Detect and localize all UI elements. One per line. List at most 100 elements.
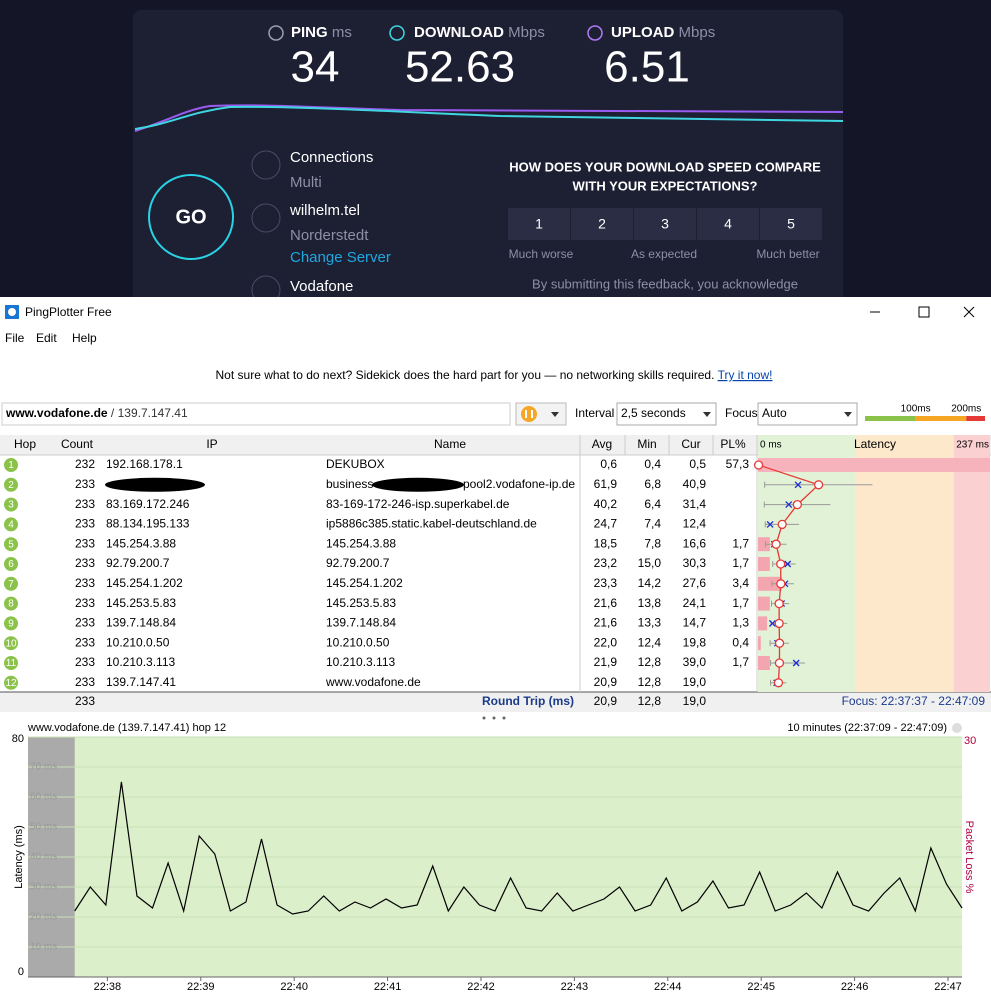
rating-button[interactable] [634,208,696,240]
x-tick-label: 22:43 [561,981,589,993]
cur: 14,7 [683,616,707,630]
cur: 12,4 [683,517,707,531]
packet-loss: 1,7 [732,536,749,550]
x-tick-label: 22:47 [934,981,962,993]
cur: 27,6 [683,576,707,590]
redaction [105,477,205,492]
footer-cur: 19,0 [683,694,707,708]
splitter-dot[interactable] [502,716,506,720]
rating-label: As expected [631,247,697,261]
download-icon [389,25,405,41]
cur: 30,3 [683,556,707,570]
change-server-link[interactable]: Change Server [290,249,391,266]
avg-marker [774,638,785,648]
cur: 19,8 [683,635,707,649]
avg: 40,2 [594,497,618,511]
min: 12,8 [638,655,662,669]
avg-marker [813,480,824,490]
go-button[interactable] [148,174,234,260]
cur: 31,4 [683,497,707,511]
pause-button[interactable] [521,406,537,422]
target-ip[interactable]: / 139.7.147.41 [111,406,188,420]
metric-value: 52.63 [405,43,515,92]
dropdown-arrow[interactable] [551,412,559,417]
metric-header: DOWNLOAD Mbps [414,24,545,41]
avg: 23,2 [594,556,618,570]
packet-loss: 1,7 [732,655,749,669]
threshold-label: 200ms [951,404,981,415]
interval-select[interactable] [616,402,717,426]
avg-marker [773,678,784,688]
y-axis-label: Latency (ms) [13,825,25,889]
rating-button[interactable] [697,208,759,240]
packet-loss: 3,4 [732,576,749,590]
splitter-dot[interactable] [492,716,496,720]
server-icon [251,203,281,233]
menu-item[interactable]: File [5,331,25,345]
count: 233 [75,576,95,590]
maximize-button[interactable] [918,306,930,318]
name: ip5886c385.static.kabel-deutschland.de [326,517,537,531]
rating-button[interactable] [571,208,633,240]
dropdown-arrow [844,412,852,417]
close-button[interactable] [963,306,975,318]
menu-item[interactable]: Help [72,331,97,345]
ip: 139.7.148.84 [106,616,176,630]
cur: 16,6 [683,536,707,550]
dropdown-arrow [703,412,711,417]
metric-label: DOWNLOAD [414,24,504,41]
pause-glyph [525,410,533,418]
ping-icon [268,25,284,41]
metric-header: UPLOAD Mbps [611,24,715,41]
menu-item[interactable]: Edit [36,331,57,345]
chart-title: www.vodafone.de (139.7.147.41) hop 12 [27,722,226,734]
column-header: Min [637,437,656,451]
column-header: Cur [681,437,700,451]
avg: 21,9 [594,655,618,669]
name: DEKUBOX [326,457,385,471]
count: 233 [75,616,95,630]
focus-select[interactable] [757,402,858,426]
go-label[interactable]: GO [175,206,206,228]
range-dropdown[interactable] [952,723,962,733]
column-header: IP [206,437,217,451]
target[interactable]: www.vodafone.de / 139.7.147.41 [5,406,188,420]
column-header: Hop [14,437,36,451]
hop-badge [4,596,18,611]
name: 10.210.0.50 [326,635,390,649]
count: 233 [75,497,95,511]
avg-marker [777,519,787,530]
packet-loss-bar [758,458,990,472]
table-header [0,435,991,455]
name: 145.254.1.202 [326,576,403,590]
target-host[interactable]: www.vodafone.de [5,406,108,420]
splitter-dot[interactable] [482,716,486,720]
banner-link[interactable]: Try it now! [718,368,773,382]
rating-button[interactable] [760,208,822,240]
rating-number: 1 [535,216,543,232]
metric-unit: Mbps [508,24,545,41]
min: 6,8 [644,477,661,491]
target-box[interactable] [1,402,511,426]
avg: 21,6 [594,616,618,630]
y2-tick-label: 30 [964,735,976,747]
focus-value[interactable]: Auto [762,406,787,420]
connections-label: Connections [290,149,373,166]
avg-marker [776,579,786,589]
name: 92.79.200.7 [326,556,390,570]
rating-number: 3 [661,216,669,232]
y-tick-label: 20 ms [30,912,57,923]
ip: 145.254.1.202 [106,576,183,590]
hop-number: 12 [5,678,17,689]
x-tick-label: 22:41 [374,981,402,993]
rating-button[interactable] [508,208,570,240]
name: business- [326,477,377,491]
min: 6,4 [644,497,661,511]
metric-label: UPLOAD [611,24,675,41]
packet-loss-bar [758,616,768,631]
avg: 18,5 [594,536,618,550]
current-marker [766,520,774,528]
interval-value[interactable]: 2,5 seconds [621,406,686,420]
hop-badge [4,517,18,532]
